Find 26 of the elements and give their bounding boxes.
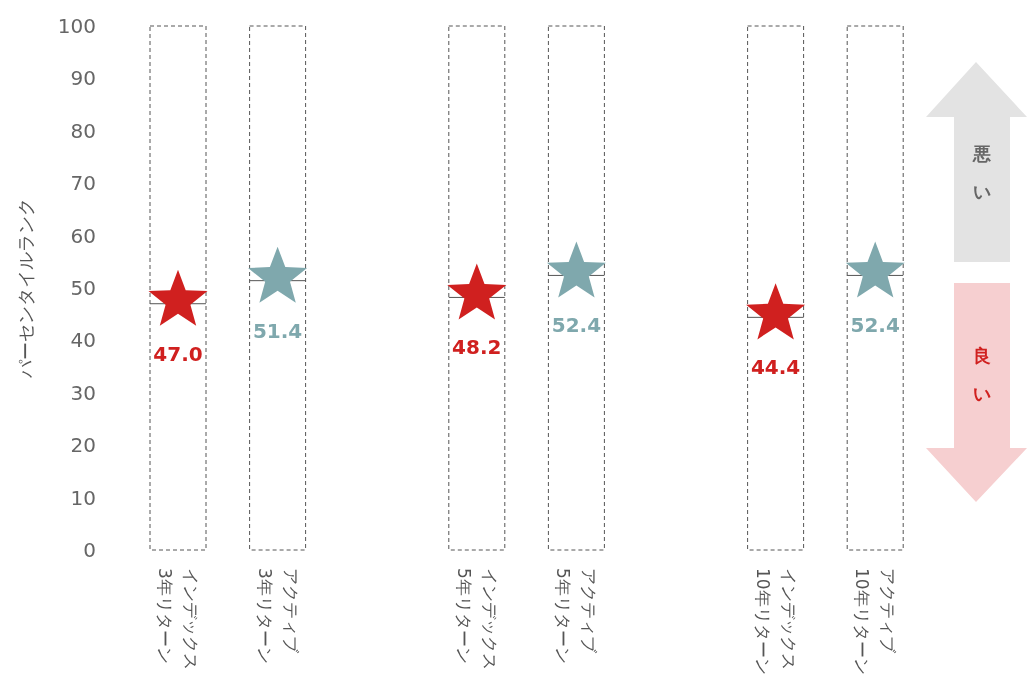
data-label: 48.2	[452, 335, 502, 360]
y-tick-label: 60	[70, 223, 96, 248]
data-label: 52.4	[850, 313, 900, 338]
x-tick-label: アクティブ 10年リターン	[852, 568, 899, 675]
y-tick-label: 70	[70, 171, 96, 196]
x-tick-label: インデックス 10年リターン	[752, 568, 799, 675]
y-tick-label: 20	[70, 433, 96, 458]
x-tick-label: アクティブ 3年リターン	[254, 568, 301, 664]
y-tick-label: 90	[70, 66, 96, 91]
text: 良い	[973, 345, 991, 404]
y-tick-label: 40	[70, 328, 96, 353]
y-tick-label: 30	[70, 380, 96, 405]
data-label: 51.4	[252, 318, 303, 343]
x-tick-label: インデックス 5年リターン	[453, 568, 500, 670]
y-tick-label: 50	[70, 276, 96, 300]
y-axis-title: パーセンタイルランク	[15, 198, 36, 379]
y-tick-label: 100	[57, 14, 96, 38]
y-tick-label: 0	[83, 538, 96, 562]
text: 悪い	[972, 143, 991, 202]
y-tick-label: 80	[70, 118, 96, 143]
data-label: 47.0	[153, 341, 203, 366]
x-tick-label: アクティブ 5年リターン	[553, 568, 600, 664]
data-label: 44.4	[750, 355, 801, 380]
data-label: 52.4	[551, 313, 602, 338]
y-tick-label: 10	[70, 485, 96, 510]
x-tick-label: インデックス 3年リターン	[155, 568, 201, 670]
